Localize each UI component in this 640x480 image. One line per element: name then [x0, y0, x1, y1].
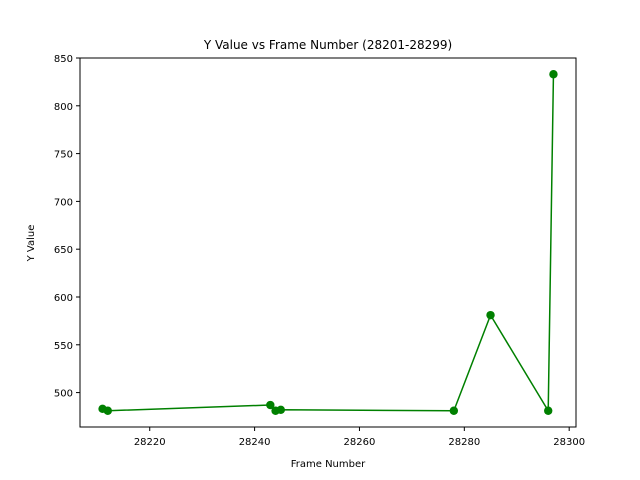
y-tick-label: 500 — [54, 389, 73, 400]
y-tick-label: 750 — [54, 150, 73, 161]
x-tick-label: 28300 — [553, 437, 585, 448]
data-point — [486, 310, 495, 320]
series-layer — [98, 70, 558, 415]
x-tick-label: 28280 — [448, 437, 480, 448]
y-tick-label: 850 — [54, 54, 73, 65]
plot-area — [79, 57, 577, 428]
x-axis: 28220 28240 28260 28280 28300 — [134, 427, 585, 448]
y-axis: 500 550 600 650 700 750 800 850 — [54, 54, 80, 400]
data-point — [449, 406, 459, 415]
y-tick-label: 700 — [54, 197, 73, 208]
data-point — [266, 400, 275, 410]
chart-title: Y Value vs Frame Number (28201-28299) — [203, 38, 452, 52]
y-tick-label: 600 — [54, 293, 73, 304]
data-point — [276, 405, 286, 414]
data-point — [103, 406, 112, 415]
data-point — [544, 406, 553, 415]
x-tick-label: 28260 — [344, 437, 376, 448]
y-tick-label: 550 — [54, 341, 73, 352]
data-point — [549, 70, 558, 79]
y-axis-label: Y Value — [26, 225, 37, 263]
x-axis-label: Frame Number — [291, 459, 366, 470]
x-tick-label: 28220 — [134, 437, 166, 448]
x-tick-label: 28240 — [239, 437, 271, 448]
y-tick-label: 650 — [54, 245, 73, 256]
y-tick-label: 800 — [54, 102, 73, 113]
